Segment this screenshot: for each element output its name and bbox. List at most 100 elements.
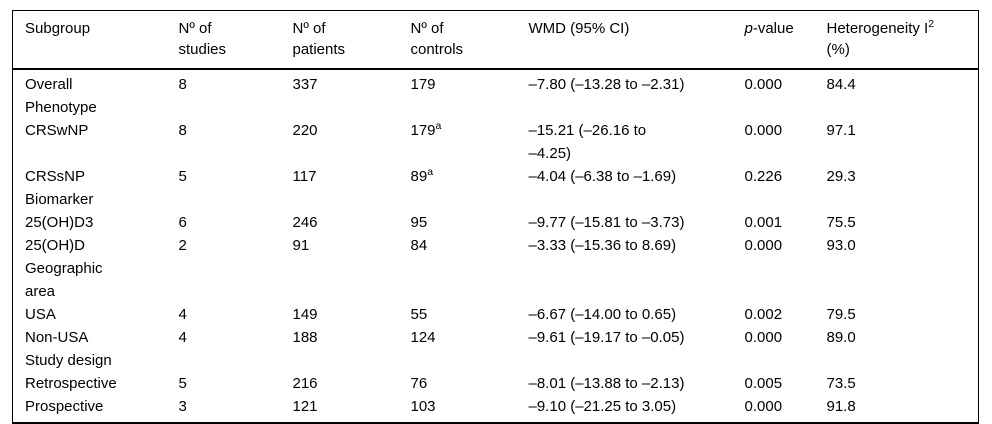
cell-text: 246: [292, 214, 318, 231]
cell-i2: [827, 96, 979, 119]
cell-subgroup: CRSsNP: [13, 165, 179, 188]
cell-controls: 95: [411, 211, 529, 234]
cell-wmd: –9.10 (–21.25 to 3.05): [529, 395, 745, 423]
cell-p: 0.226: [745, 165, 827, 188]
cell-text: 0.005: [744, 375, 783, 392]
cell-controls: 124: [411, 326, 529, 349]
cell-patients: 91: [293, 234, 411, 257]
cell-wmd: [529, 257, 745, 303]
cell-text: –7.80 (–13.28 to –2.31): [528, 76, 685, 93]
cell-p: 0.000: [745, 69, 827, 96]
cell-text: Overall: [25, 76, 73, 93]
header-line1: Nº of: [411, 18, 521, 39]
cell-controls: [411, 349, 529, 372]
cell-studies: [179, 349, 293, 372]
cell-text: 220: [292, 122, 318, 139]
cell-patients: 246: [293, 211, 411, 234]
table-row: Non-USA 4 188 124 –9.61 (–19.17 to –0.05) 0.0…: [13, 326, 979, 349]
cell-text: 93.0: [826, 237, 856, 254]
cell-wmd: –8.01 (–13.88 to –2.13): [529, 372, 745, 395]
cell-text: USA: [25, 306, 56, 323]
cell-text: –4.04 (–6.38 to –1.69): [528, 168, 677, 185]
cell-subgroup: USA: [13, 303, 179, 326]
cell-subgroup: 25(OH)D3: [13, 211, 179, 234]
cell-subgroup: Prospective: [13, 395, 179, 423]
subgroup-analysis-table: Subgroup Nº of studies Nº of patients Nº…: [12, 10, 979, 424]
cell-controls: 179: [411, 69, 529, 96]
cell-i2: 97.1: [827, 119, 979, 165]
cell-text: 5: [178, 168, 187, 185]
section-row: Study design: [13, 349, 979, 372]
cell-text: –15.21 (–26.16 to –4.25): [528, 122, 647, 162]
cell-text: –8.01 (–13.88 to –2.13): [528, 375, 685, 392]
table-row: Retrospective 5 216 76 –8.01 (–13.88 to –2.1…: [13, 372, 979, 395]
cell-i2: 89.0: [827, 326, 979, 349]
col-header-studies: Nº of studies: [178, 10, 293, 70]
header-text: -value: [752, 20, 794, 37]
cell-studies: 5: [179, 372, 293, 395]
cell-text: 73.5: [826, 375, 856, 392]
cell-p: [745, 349, 827, 372]
cell-text: 91.8: [826, 398, 856, 415]
footnote-marker: a: [427, 166, 434, 178]
cell-p: 0.001: [745, 211, 827, 234]
cell-text: 75.5: [826, 214, 856, 231]
cell-i2: [827, 188, 979, 211]
cell-text: Prospective: [25, 398, 104, 415]
cell-text: 0.000: [744, 122, 783, 139]
section-row: Biomarker: [13, 188, 979, 211]
cell-controls: 89a: [411, 165, 529, 188]
table-row: CRSsNP 5 117 89a –4.04 (–6.38 to –1.69) 0.226…: [13, 165, 979, 188]
cell-text: Biomarker: [25, 191, 94, 208]
cell-text: 84.4: [826, 76, 856, 93]
cell-p: 0.000: [745, 119, 827, 165]
cell-patients: 337: [293, 69, 411, 96]
cell-studies: 8: [179, 69, 293, 96]
cell-text: 84: [410, 237, 428, 254]
table-row: CRSwNP 8 220 179a –15.21 (–26.16 to –4.25) 0.…: [13, 119, 979, 165]
cell-text: 97.1: [826, 122, 856, 139]
cell-subgroup: CRSwNP: [13, 119, 179, 165]
cell-controls: [411, 257, 529, 303]
header-line1: Nº of: [179, 18, 285, 39]
cell-text: 124: [410, 329, 436, 346]
cell-controls: 179a: [411, 119, 529, 165]
cell-studies: 8: [179, 119, 293, 165]
cell-controls: [411, 188, 529, 211]
cell-subgroup: Study design: [13, 349, 179, 372]
cell-text: 89: [410, 168, 428, 185]
table-row: 25(OH)D3 6 246 95 –9.77 (–15.81 to –3.73) 0.0…: [13, 211, 979, 234]
cell-controls: [411, 96, 529, 119]
footnote-marker: a: [435, 120, 442, 132]
cell-subgroup: Retrospective: [13, 372, 179, 395]
header-text: Nº of: [410, 20, 444, 37]
cell-wmd: –9.77 (–15.81 to –3.73): [529, 211, 745, 234]
cell-wmd: [529, 188, 745, 211]
cell-text: 8: [178, 76, 187, 93]
cell-patients: 188: [293, 326, 411, 349]
col-header-pvalue: p-value: [744, 10, 827, 70]
cell-text: 79.5: [826, 306, 856, 323]
cell-text: 8: [178, 122, 187, 139]
cell-subgroup: 25(OH)D: [13, 234, 179, 257]
cell-text: 95: [410, 214, 428, 231]
cell-text: 29.3: [826, 168, 856, 185]
cell-text: 3: [178, 398, 187, 415]
header-text: Nº of: [292, 20, 326, 37]
cell-text: 91: [292, 237, 310, 254]
header-superscript: 2: [928, 18, 935, 30]
cell-patients: 149: [293, 303, 411, 326]
cell-patients: [293, 96, 411, 119]
header-line1: WMD (95% CI): [529, 18, 737, 39]
cell-text: 337: [292, 76, 318, 93]
cell-p: 0.000: [745, 326, 827, 349]
cell-text: –6.67 (–14.00 to 0.65): [528, 306, 677, 323]
header-text: Subgroup: [25, 20, 91, 37]
header-text: Heterogeneity I: [826, 20, 929, 37]
cell-text: 188: [292, 329, 318, 346]
cell-text: 2: [178, 237, 187, 254]
cell-i2: 93.0: [827, 234, 979, 257]
header-line2: (%): [826, 41, 850, 58]
cell-text: –3.33 (–15.36 to 8.69): [528, 237, 677, 254]
